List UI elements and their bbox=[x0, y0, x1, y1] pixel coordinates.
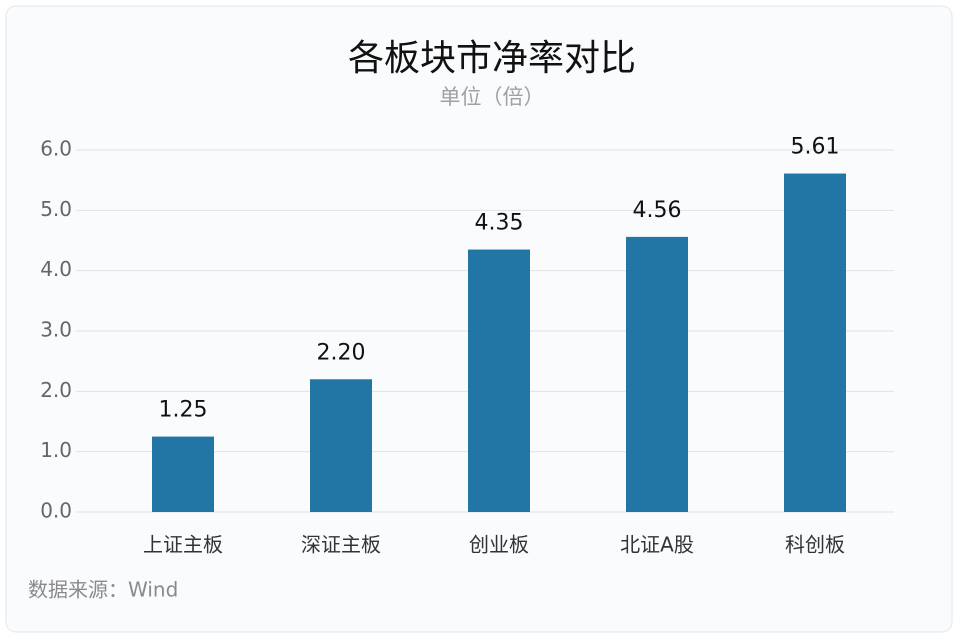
value-label: 2.20 bbox=[317, 340, 366, 365]
y-tick-label: 3.0 bbox=[40, 318, 72, 342]
x-tick-label: 上证主板 bbox=[143, 533, 223, 557]
value-label: 5.61 bbox=[791, 135, 840, 160]
source-note: 数据来源：Wind bbox=[28, 578, 178, 602]
bar bbox=[626, 236, 688, 512]
y-tick-label: 4.0 bbox=[40, 257, 72, 281]
y-tick-label: 0.0 bbox=[40, 499, 72, 523]
x-tick-label: 北证A股 bbox=[620, 533, 694, 557]
value-label: 4.56 bbox=[633, 198, 682, 223]
y-tick-label: 2.0 bbox=[40, 378, 72, 402]
x-tick-label: 深证主板 bbox=[301, 533, 381, 557]
x-tick-label: 创业板 bbox=[469, 533, 529, 557]
value-label: 1.25 bbox=[159, 398, 208, 423]
x-tick-label: 科创板 bbox=[785, 533, 845, 557]
value-label: 4.35 bbox=[475, 211, 524, 236]
y-tick-label: 1.0 bbox=[40, 438, 72, 462]
bar bbox=[468, 249, 530, 513]
y-tick-label: 5.0 bbox=[40, 197, 72, 221]
bar bbox=[152, 436, 214, 512]
chart-title: 各板块市净率对比 bbox=[348, 38, 636, 79]
bar bbox=[310, 379, 372, 512]
bar bbox=[784, 173, 846, 512]
y-tick-label: 6.0 bbox=[40, 137, 72, 161]
chart-subtitle: 单位（倍） bbox=[440, 85, 545, 109]
